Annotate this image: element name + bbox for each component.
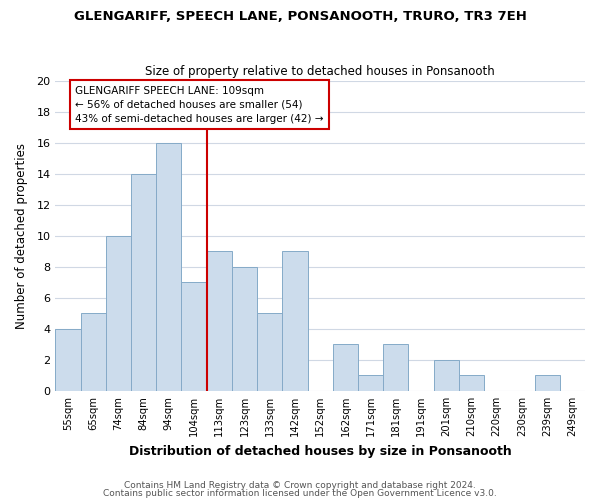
- Bar: [55, 329, 80, 391]
- Title: Size of property relative to detached houses in Ponsanooth: Size of property relative to detached ho…: [145, 66, 495, 78]
- Text: Contains public sector information licensed under the Open Government Licence v3: Contains public sector information licen…: [103, 488, 497, 498]
- Bar: [383, 344, 409, 391]
- Bar: [131, 174, 156, 391]
- Bar: [434, 360, 459, 391]
- Bar: [257, 314, 283, 391]
- Bar: [358, 376, 383, 391]
- Bar: [80, 314, 106, 391]
- Bar: [206, 252, 232, 391]
- Bar: [333, 344, 358, 391]
- Bar: [232, 267, 257, 391]
- Bar: [535, 376, 560, 391]
- Bar: [283, 252, 308, 391]
- Text: Contains HM Land Registry data © Crown copyright and database right 2024.: Contains HM Land Registry data © Crown c…: [124, 481, 476, 490]
- X-axis label: Distribution of detached houses by size in Ponsanooth: Distribution of detached houses by size …: [129, 444, 512, 458]
- Y-axis label: Number of detached properties: Number of detached properties: [15, 143, 28, 329]
- Bar: [106, 236, 131, 391]
- Text: GLENGARIFF, SPEECH LANE, PONSANOOTH, TRURO, TR3 7EH: GLENGARIFF, SPEECH LANE, PONSANOOTH, TRU…: [74, 10, 526, 23]
- Bar: [181, 282, 206, 391]
- Bar: [459, 376, 484, 391]
- Bar: [156, 143, 181, 391]
- Text: GLENGARIFF SPEECH LANE: 109sqm
← 56% of detached houses are smaller (54)
43% of : GLENGARIFF SPEECH LANE: 109sqm ← 56% of …: [76, 86, 324, 124]
